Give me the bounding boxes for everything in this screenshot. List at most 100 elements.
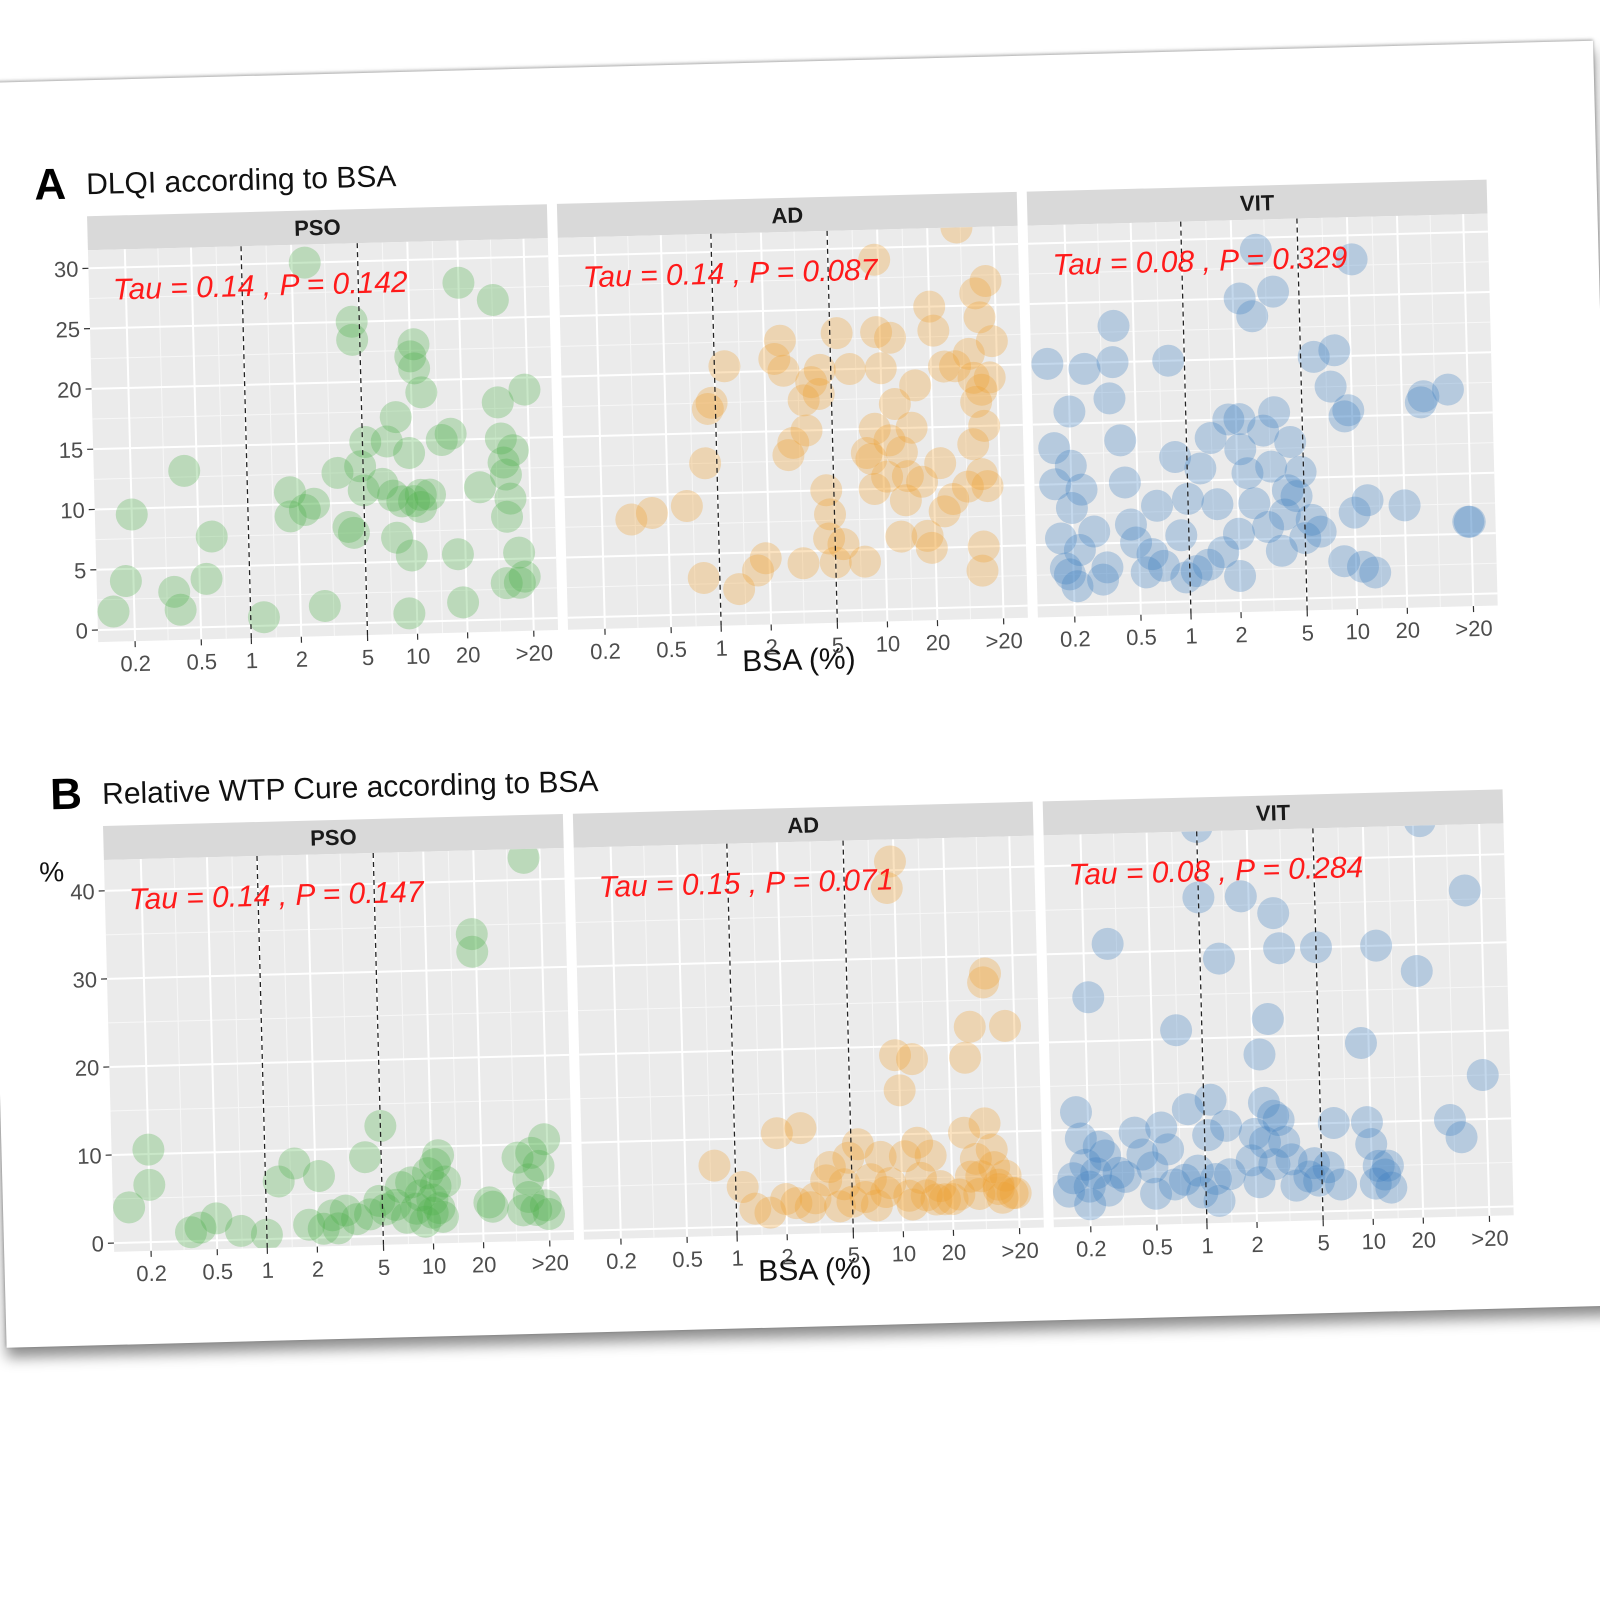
minor-gridline (1279, 829, 1291, 1222)
data-point (200, 1202, 233, 1235)
data-point (1061, 570, 1094, 603)
data-point (1210, 1109, 1243, 1142)
minor-gridline (105, 922, 566, 936)
x-tick-label: 1 (715, 636, 728, 661)
minor-gridline (582, 1174, 1043, 1188)
data-point (1087, 563, 1120, 596)
major-gridline (876, 229, 889, 622)
data-point (1091, 551, 1124, 584)
panel-b-x-axis-title: BSA (%) (758, 1252, 872, 1288)
facet-pso: PSO 0 10 20 30 40 0.2 0.5 1 2 5 10 20 >20 Tau = 0.14 ,… (70, 813, 575, 1286)
minor-gridline (685, 234, 697, 627)
data-point (195, 520, 228, 553)
data-point (1140, 1177, 1173, 1210)
minor-gridline (489, 239, 502, 632)
minor-gridline (1263, 219, 1275, 612)
major-gridline (1361, 827, 1375, 1219)
data-point (158, 575, 191, 608)
data-point (896, 1188, 929, 1221)
data-point (936, 1183, 969, 1216)
data-point (379, 1188, 412, 1221)
minor-gridline (701, 844, 713, 1237)
data-point (969, 957, 1002, 990)
panel-b: B Relative WTP Cure according to BSA BSA… (39, 765, 1514, 1288)
data-point (1080, 1157, 1113, 1190)
data-point (860, 1189, 893, 1222)
data-point (939, 350, 972, 383)
data-point (924, 447, 957, 480)
correlation-annotation: Tau = 0.08 , P = 0.329 (1052, 241, 1348, 282)
x-tick-label: >20 (531, 1250, 569, 1276)
minor-gridline (90, 346, 551, 360)
data-point (794, 1191, 827, 1224)
x-tick-label: 20 (1411, 1227, 1436, 1253)
major-gridline (759, 232, 773, 625)
data-point (366, 467, 399, 500)
major-gridline (123, 249, 137, 642)
data-point (1280, 480, 1313, 513)
facet-strip (556, 191, 1018, 238)
data-point (708, 350, 741, 383)
major-gridline (1053, 1205, 1514, 1220)
y-tick-label: 10 (77, 1143, 102, 1169)
data-point (802, 377, 835, 410)
data-point (1452, 505, 1485, 538)
minor-gridline (793, 231, 805, 624)
data-point (906, 465, 939, 498)
data-point (1057, 1162, 1090, 1195)
data-point (1104, 424, 1137, 457)
minor-gridline (1445, 824, 1457, 1217)
data-point (832, 1141, 865, 1174)
x-tick-label: 5 (1301, 620, 1314, 645)
data-point (1243, 1166, 1276, 1199)
data-point (1293, 1160, 1326, 1193)
data-point (689, 447, 722, 480)
data-point (386, 485, 419, 518)
reference-line (1312, 828, 1324, 1221)
x-tick-label: >20 (1455, 616, 1493, 642)
major-gridline (1229, 220, 1243, 613)
data-point (915, 531, 948, 564)
data-point (854, 1163, 887, 1196)
minor-gridline (339, 853, 351, 1246)
minor-gridline (809, 841, 821, 1234)
data-point (858, 412, 891, 445)
y-tick-label: 20 (57, 377, 82, 403)
major-gridline (558, 242, 1019, 258)
minor-gridline (580, 1086, 1041, 1100)
data-point (965, 373, 998, 406)
minor-gridline (381, 242, 394, 635)
data-point (1126, 1138, 1159, 1171)
minor-gridline (265, 245, 277, 638)
data-point (989, 1159, 1022, 1192)
minor-gridline (1045, 897, 1506, 911)
data-point (349, 426, 382, 459)
data-point (404, 478, 437, 511)
data-point (883, 1074, 916, 1107)
minor-gridline (1050, 1073, 1511, 1087)
data-point (316, 1199, 349, 1232)
data-point (414, 478, 447, 511)
data-point (184, 1211, 217, 1244)
data-point (494, 482, 527, 515)
x-tick-label: 1 (731, 1245, 744, 1270)
x-tick-label: 0.2 (1060, 626, 1091, 652)
data-point (262, 1165, 295, 1198)
data-point (978, 1151, 1011, 1184)
data-point (297, 487, 330, 520)
minor-gridline (851, 230, 863, 623)
data-point (864, 352, 897, 385)
data-point (953, 1010, 986, 1043)
major-gridline (406, 241, 419, 634)
correlation-annotation: Tau = 0.14 , P = 0.087 (582, 254, 879, 295)
major-gridline (522, 238, 535, 631)
data-point (273, 476, 306, 509)
data-point (1263, 932, 1296, 965)
data-point (975, 325, 1008, 358)
data-point (520, 1193, 553, 1226)
data-point (1053, 1175, 1086, 1208)
data-point (393, 436, 426, 469)
data-point (1120, 526, 1153, 559)
data-point (860, 316, 893, 349)
data-point (384, 1171, 417, 1204)
